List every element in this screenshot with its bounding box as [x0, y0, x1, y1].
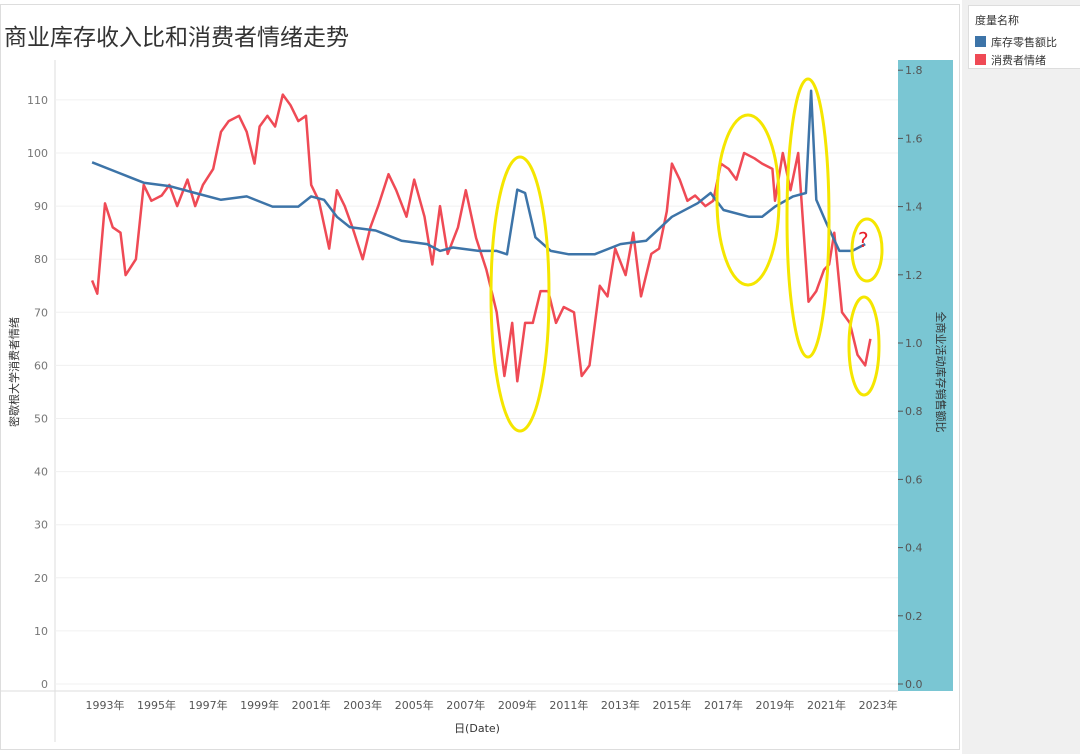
y-left-tick-label: 10 [34, 625, 48, 638]
x-tick-label: 2021年 [807, 698, 846, 712]
x-tick-label: 2015年 [652, 698, 691, 712]
y-left-tick-label: 20 [34, 572, 48, 585]
y-right-tick-label: 1.2 [905, 269, 923, 282]
x-axis-title: 日(Date) [454, 722, 500, 735]
y-right-tick-label: 0.2 [905, 610, 923, 623]
legend-item-inventory[interactable]: 库存零售额比 [975, 34, 1057, 50]
y-left-tick-label: 30 [34, 519, 48, 532]
y-left-tick-label: 90 [34, 200, 48, 213]
y-left-tick-label: 100 [27, 147, 48, 160]
x-tick-label: 1993年 [86, 698, 125, 712]
series-line-sentiment [90, 93, 872, 383]
y-right-tick-label: 0.8 [905, 405, 923, 418]
series-line-inventory-ratio [91, 89, 866, 256]
x-tick-label: 2017年 [704, 698, 743, 712]
y-left-tick-label: 80 [34, 253, 48, 266]
y-right-tick-label: 1.4 [905, 201, 923, 214]
y-left-tick-label: 0 [41, 678, 48, 691]
y-right-tick-label: 0.6 [905, 473, 923, 486]
chart-svg: 0 10 20 30 40 50 60 70 80 90 100 110 0.0 0.2 0.4 0.6 0.8… [0, 60, 953, 742]
highlight-ellipse [850, 217, 884, 283]
chart-frame [0, 4, 960, 750]
y-left-tick-label: 70 [34, 306, 48, 319]
legend: 度量名称 库存零售额比 消费者情绪 [968, 5, 1080, 69]
x-tick-label: 2023年 [859, 698, 898, 712]
y-left-axis-title: 密歇根大学消费者情绪 [7, 317, 21, 427]
y-right-tick-label: 0.4 [905, 542, 923, 555]
y-left-tick-label: 110 [27, 94, 48, 107]
legend-item-sentiment[interactable]: 消费者情绪 [975, 52, 1046, 68]
legend-swatch [975, 54, 986, 65]
x-tick-label: 2003年 [343, 698, 382, 712]
legend-swatch [975, 36, 986, 47]
y-left-tick-label: 50 [34, 413, 48, 426]
side-panel [962, 0, 1080, 754]
x-tick-label: 1995年 [137, 698, 176, 712]
question-annotation: ? [858, 228, 869, 252]
y-right-tick-label: 1.0 [905, 337, 923, 350]
y-right-tick-label: 1.6 [905, 132, 923, 145]
y-right-tick-label: 1.8 [905, 64, 923, 77]
highlight-ellipse [847, 295, 881, 397]
legend-title: 度量名称 [975, 14, 1019, 27]
highlight-ellipse [489, 155, 551, 433]
y-left-tick-label: 40 [34, 466, 48, 479]
x-tick-label: 2001年 [292, 698, 331, 712]
x-tick-label: 2007年 [446, 698, 485, 712]
x-tick-label: 1997年 [189, 698, 228, 712]
highlight-ellipse [715, 113, 781, 287]
x-tick-label: 2011年 [549, 698, 588, 712]
right-axis-band [898, 60, 953, 691]
x-tick-label: 2013年 [601, 698, 640, 712]
x-tick-label: 2005年 [395, 698, 434, 712]
x-tick-label: 2009年 [498, 698, 537, 712]
x-tick-label: 1999年 [240, 698, 279, 712]
x-tick-label: 2019年 [756, 698, 795, 712]
chart-title: 商业库存收入比和消费者情绪走势 [4, 25, 349, 51]
y-right-axis-title: 全商业活动库存销售额比 [934, 312, 948, 433]
y-left-tick-label: 60 [34, 359, 48, 372]
y-right-tick-label: 0.0 [905, 678, 923, 691]
highlight-ellipse [785, 77, 831, 359]
